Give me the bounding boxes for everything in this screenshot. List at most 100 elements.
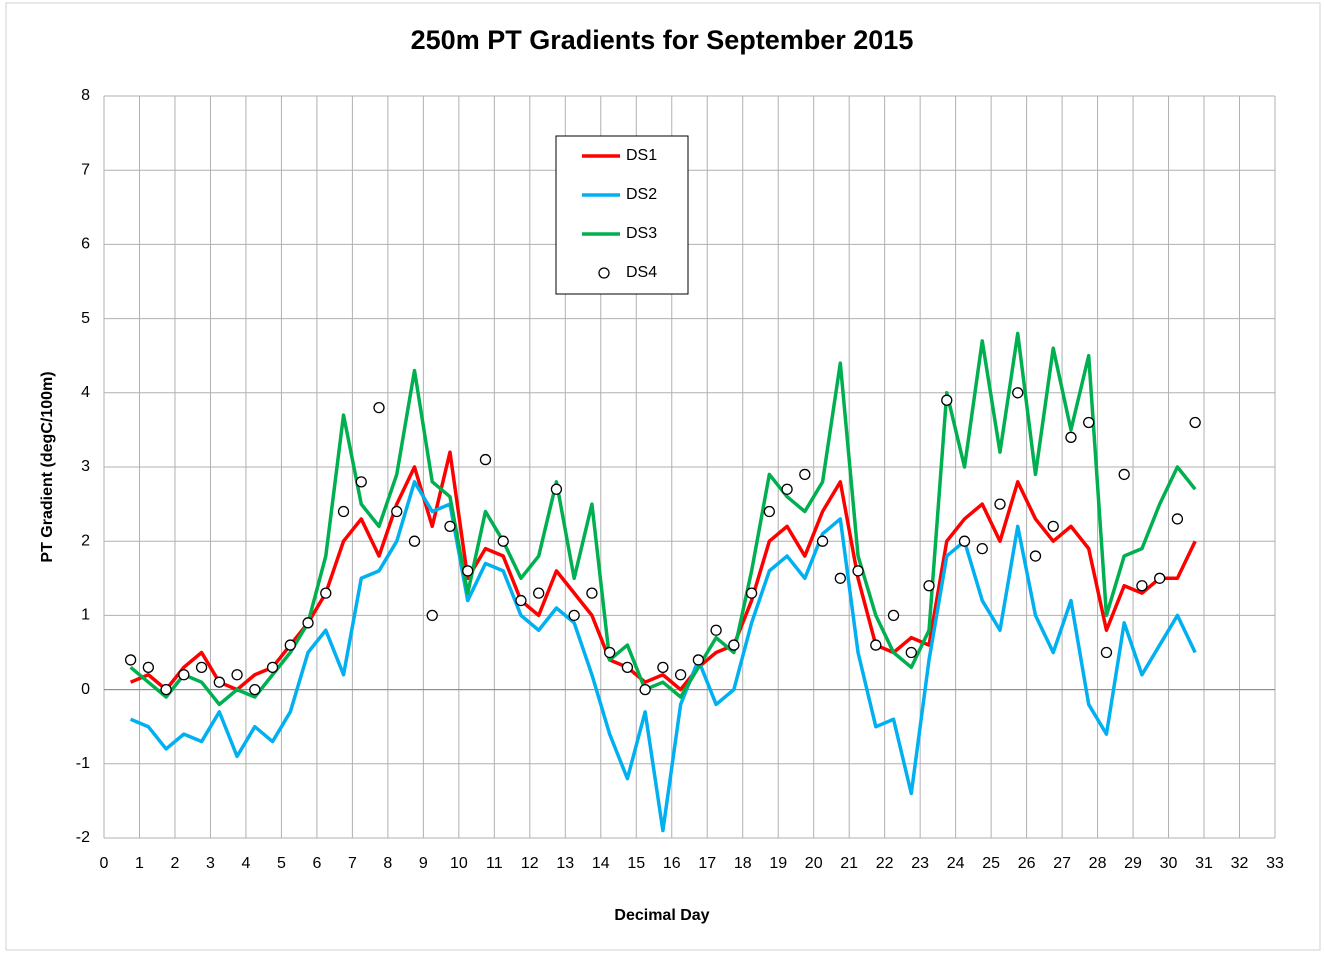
x-tick-label: 22	[876, 855, 894, 872]
y-tick-label: 1	[81, 607, 90, 624]
legend-box	[555, 135, 689, 295]
data-point	[497, 535, 509, 547]
x-tick-label: 24	[947, 855, 965, 872]
legend-label: DS4	[626, 264, 657, 281]
data-point	[887, 609, 900, 622]
data-point	[178, 669, 190, 681]
x-tick-label: 27	[1053, 855, 1071, 872]
x-tick-label: 2	[171, 855, 180, 872]
data-point	[1118, 468, 1130, 481]
data-point	[958, 535, 971, 547]
data-point	[426, 609, 438, 622]
x-tick-label: 32	[1231, 855, 1249, 872]
data-point	[550, 483, 563, 495]
data-point	[355, 476, 367, 488]
y-tick-label: 0	[81, 681, 90, 698]
x-tick-label: 0	[100, 855, 109, 872]
data-point	[692, 654, 705, 666]
x-tick-label: 31	[1195, 855, 1213, 872]
y-tick-label: 4	[81, 384, 90, 401]
data-point	[1012, 387, 1024, 399]
data-point	[266, 661, 279, 673]
data-point	[728, 639, 740, 651]
data-point	[1083, 416, 1095, 429]
legend-label: DS1	[626, 147, 657, 164]
data-point	[745, 587, 758, 599]
y-tick-label: 5	[81, 310, 90, 327]
x-tick-label: 13	[556, 855, 574, 872]
data-point	[586, 587, 598, 599]
y-tick-label: -2	[76, 829, 90, 846]
data-point	[479, 453, 492, 466]
x-tick-label: 26	[1018, 855, 1036, 872]
data-point	[905, 646, 917, 659]
data-point	[1136, 580, 1148, 592]
legend-label: DS3	[626, 225, 657, 242]
x-tick-label: 1	[135, 855, 144, 872]
legend-marker	[598, 267, 610, 279]
x-tick-label: 12	[521, 855, 539, 872]
data-point	[142, 661, 155, 673]
x-tick-label: 18	[734, 855, 752, 872]
data-point	[852, 565, 864, 577]
x-axis-title: Decimal Day	[614, 907, 709, 924]
data-point	[1171, 513, 1184, 525]
data-point	[391, 505, 403, 518]
y-tick-label: 7	[81, 161, 90, 178]
x-tick-label: 4	[241, 855, 250, 872]
x-tick-label: 30	[1160, 855, 1178, 872]
x-tick-label: 19	[769, 855, 787, 872]
x-tick-label: 16	[663, 855, 681, 872]
x-tick-label: 29	[1124, 855, 1142, 872]
data-point	[337, 505, 350, 518]
data-point	[320, 587, 332, 599]
data-point	[1029, 550, 1042, 562]
data-point	[923, 580, 935, 592]
x-tick-label: 10	[450, 855, 468, 872]
data-point	[213, 676, 225, 688]
x-tick-label: 8	[383, 855, 392, 872]
data-point	[657, 661, 669, 673]
x-tick-label: 7	[348, 855, 357, 872]
data-point	[816, 535, 829, 547]
x-tick-label: 3	[206, 855, 215, 872]
data-point	[515, 594, 527, 607]
x-tick-label: 5	[277, 855, 286, 872]
data-point	[160, 683, 172, 696]
x-tick-label: 9	[419, 855, 428, 872]
data-point	[302, 617, 314, 629]
data-point	[462, 565, 474, 577]
y-tick-label: 2	[81, 532, 90, 549]
x-tick-label: 6	[312, 855, 321, 872]
y-tick-label: 6	[81, 236, 90, 253]
x-tick-label: 20	[805, 855, 823, 872]
y-tick-label: -1	[76, 755, 90, 772]
data-point	[710, 624, 722, 636]
y-tick-label: 8	[81, 87, 90, 104]
x-tick-label: 17	[698, 855, 716, 872]
data-point	[568, 609, 580, 622]
data-point	[1189, 416, 1201, 429]
data-point	[533, 587, 545, 599]
data-point	[621, 661, 634, 673]
x-tick-label: 21	[840, 855, 858, 872]
data-point	[373, 401, 385, 414]
data-point	[799, 468, 811, 481]
x-tick-label: 28	[1089, 855, 1107, 872]
x-tick-label: 23	[911, 855, 929, 872]
data-point	[639, 683, 651, 696]
data-point	[763, 505, 775, 518]
y-tick-label: 3	[81, 458, 90, 475]
data-point	[781, 483, 793, 495]
data-point	[870, 639, 882, 651]
data-point	[284, 639, 296, 651]
data-point	[1154, 572, 1166, 584]
line-series	[129, 480, 1197, 833]
data-point	[604, 646, 616, 659]
data-point	[1100, 646, 1113, 659]
x-tick-label: 33	[1266, 855, 1284, 872]
y-axis-title: PT Gradient (degC/100m)	[39, 371, 56, 562]
data-point	[674, 669, 687, 681]
x-tick-label: 15	[627, 855, 645, 872]
